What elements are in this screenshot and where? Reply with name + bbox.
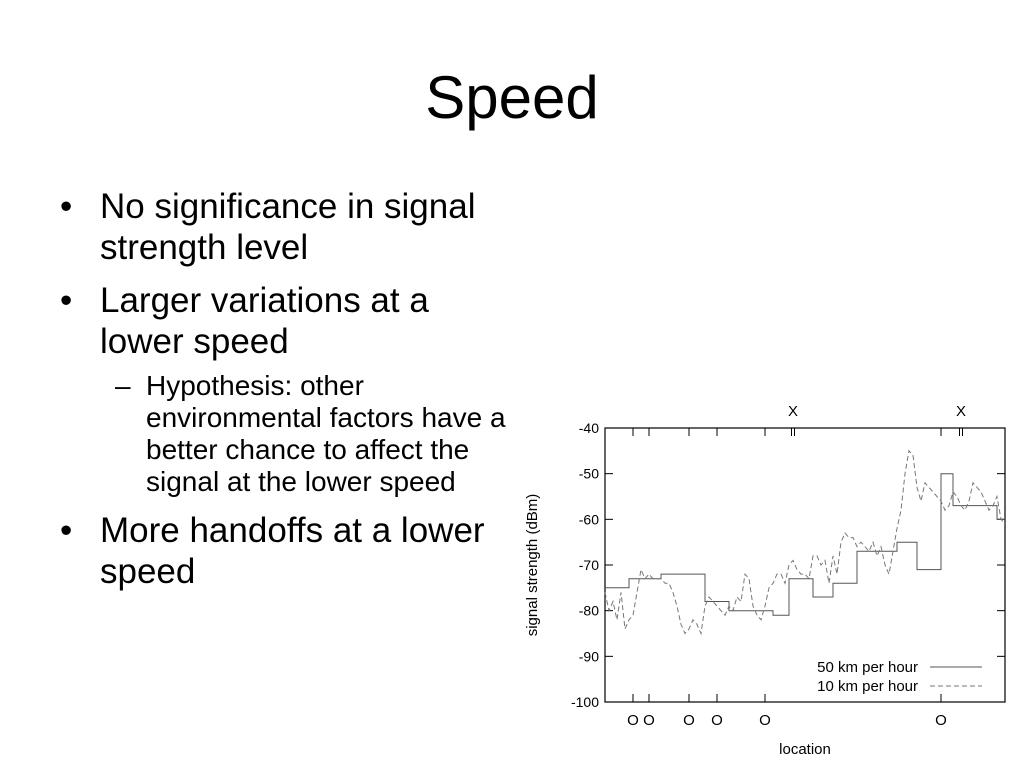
sub-bullet-item: – Hypothesis: other environmental factor… (60, 370, 520, 498)
bullet-dot-icon: • (60, 281, 73, 320)
y-axis-label: signal strength (dBm) (524, 494, 541, 637)
dash-icon: – (115, 370, 131, 401)
slide-title: Speed (425, 64, 599, 131)
handoff-o-label: O (627, 712, 639, 729)
handoff-o-label: O (683, 712, 695, 729)
y-tick-label: -100 (571, 694, 599, 710)
bullet-item: • No significance in signal strength lev… (60, 186, 520, 268)
legend-label: 50 km per hour (817, 659, 918, 676)
bullet-text: Larger variations at a lower speed (100, 281, 429, 361)
handoff-o-label: O (759, 712, 771, 729)
handoff-o-label: O (935, 712, 947, 729)
y-tick-label: -70 (579, 557, 599, 573)
handoff-o-label: O (643, 712, 655, 729)
legend-label: 10 km per hour (817, 678, 918, 695)
signal-strength-chart: -100 -90 -80 -70 -60 -50 -40 location signal str… (524, 403, 1006, 758)
bullet-text: More handoffs at a lower speed (100, 511, 485, 591)
y-tick-label: -90 (579, 648, 599, 664)
y-tick-label: -80 (579, 603, 599, 619)
bullet-text: No significance in signal strength level (100, 187, 476, 267)
bullet-item: • More handoffs at a lower speed (60, 510, 520, 592)
bullet-item: • Larger variations at a lower speed (60, 280, 520, 362)
plot-frame (604, 427, 1006, 703)
series-line-slow (604, 449, 1006, 636)
bullet-dot-icon: • (60, 187, 73, 226)
sub-bullet-text: Hypothesis: other environmental factors … (146, 370, 506, 497)
x-axis-label: location (779, 741, 831, 758)
y-tick-label: -60 (579, 511, 599, 527)
handoff-x-label: X (788, 403, 798, 420)
series-line-fast (605, 473, 1005, 616)
handoff-x-label: X (956, 403, 966, 420)
y-tick-label: -40 (579, 420, 599, 436)
handoff-o-label: O (711, 712, 723, 729)
bullet-list: • No significance in signal strength lev… (60, 186, 520, 604)
bullet-dot-icon: • (60, 511, 73, 550)
y-tick-label: -50 (579, 466, 599, 482)
